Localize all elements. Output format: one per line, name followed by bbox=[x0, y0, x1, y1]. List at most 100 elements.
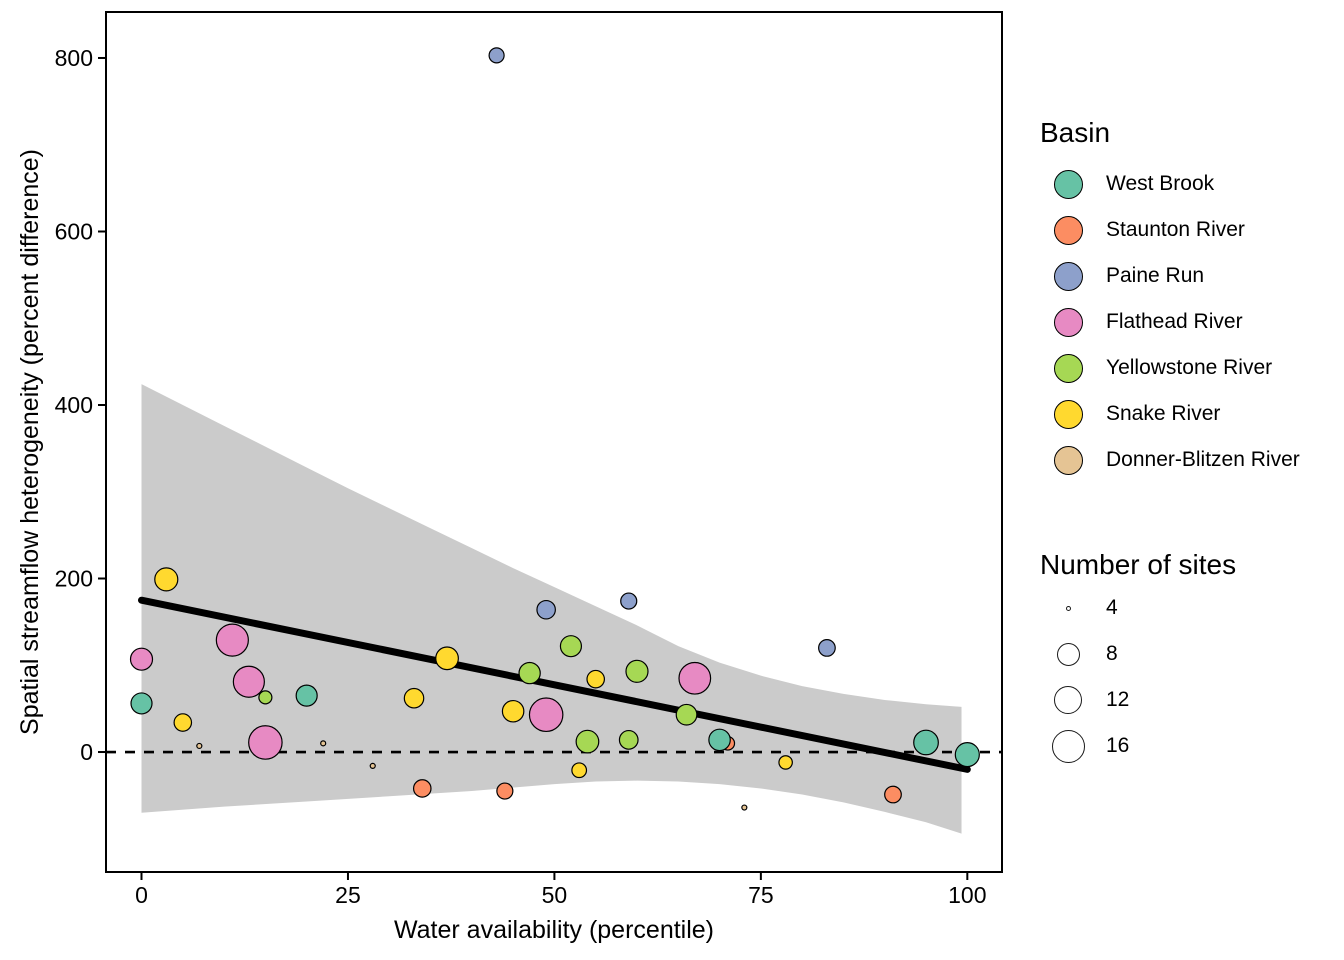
data-point bbox=[412, 779, 432, 798]
data-point bbox=[248, 725, 283, 760]
sites-label: 16 bbox=[1106, 734, 1130, 757]
data-point bbox=[618, 729, 639, 750]
legend-item-flathead-river: Flathead River bbox=[1040, 299, 1340, 345]
basin-swatch-icon bbox=[1053, 169, 1083, 199]
data-point bbox=[884, 785, 902, 804]
data-point bbox=[620, 592, 638, 610]
legend-key bbox=[1040, 642, 1096, 666]
data-point bbox=[129, 647, 154, 671]
data-point bbox=[818, 639, 836, 657]
legend-key bbox=[1040, 445, 1096, 475]
data-point bbox=[173, 713, 193, 732]
basin-label: Donner-Blitzen River bbox=[1106, 448, 1300, 471]
y-tick-label: 600 bbox=[55, 218, 93, 244]
regression-line bbox=[138, 596, 971, 773]
x-tick-label: 100 bbox=[948, 882, 986, 908]
data-point bbox=[708, 728, 731, 752]
data-point bbox=[778, 755, 793, 770]
basin-swatch-icon bbox=[1053, 215, 1083, 245]
x-axis-title: Water availability (percentile) bbox=[394, 916, 714, 944]
sites-label: 8 bbox=[1106, 642, 1118, 665]
data-point bbox=[496, 782, 514, 800]
basin-swatch-icon bbox=[1053, 445, 1083, 475]
data-point bbox=[320, 740, 327, 747]
data-point bbox=[518, 661, 541, 685]
legend-key bbox=[1040, 605, 1096, 611]
legend-item-sites-4: 4 bbox=[1040, 585, 1340, 631]
data-point bbox=[675, 703, 698, 726]
data-point bbox=[571, 762, 588, 779]
data-point bbox=[196, 742, 203, 750]
basin-label: Paine Run bbox=[1106, 264, 1205, 287]
data-point bbox=[130, 692, 153, 715]
data-point bbox=[586, 669, 606, 689]
y-tick-label: 0 bbox=[80, 739, 93, 765]
data-point bbox=[215, 623, 249, 657]
data-point bbox=[625, 659, 649, 683]
y-tick-label: 400 bbox=[55, 392, 93, 418]
data-point bbox=[258, 690, 273, 705]
legend-item-sites-8: 8 bbox=[1040, 631, 1340, 677]
data-point bbox=[488, 47, 505, 64]
sites-label: 4 bbox=[1106, 596, 1118, 619]
basin-swatch-icon bbox=[1053, 261, 1083, 291]
sites-legend-rows: 4 8 12 16 bbox=[1040, 585, 1340, 769]
data-point bbox=[678, 661, 712, 695]
data-point bbox=[501, 699, 525, 723]
size-circle-icon bbox=[1056, 642, 1080, 666]
data-point bbox=[295, 684, 318, 707]
data-point bbox=[575, 729, 600, 754]
legend-key bbox=[1040, 729, 1096, 763]
basin-legend-rows: West Brook Staunton River Paine Run Flat… bbox=[1040, 161, 1340, 483]
x-tick-label: 50 bbox=[542, 882, 568, 908]
legend-key bbox=[1040, 261, 1096, 291]
basin-swatch-icon bbox=[1053, 307, 1083, 337]
basin-label: West Brook bbox=[1106, 172, 1215, 195]
data-point bbox=[559, 635, 583, 658]
legend-item-donner-blitzen-river: Donner-Blitzen River bbox=[1040, 437, 1340, 483]
basin-legend: Basin West Brook Staunton River Paine Ru… bbox=[1040, 116, 1340, 483]
legend-item-staunton-river: Staunton River bbox=[1040, 207, 1340, 253]
legend-item-sites-16: 16 bbox=[1040, 723, 1340, 769]
legend-key bbox=[1040, 307, 1096, 337]
legend-key bbox=[1040, 353, 1096, 383]
size-circle-icon bbox=[1051, 729, 1085, 763]
data-point bbox=[403, 687, 425, 709]
data-point bbox=[528, 697, 564, 733]
legend-key bbox=[1040, 215, 1096, 245]
data-point bbox=[954, 742, 980, 768]
size-circle-icon bbox=[1065, 605, 1071, 611]
legend-key bbox=[1040, 399, 1096, 429]
basin-label: Flathead River bbox=[1106, 310, 1243, 333]
data-point bbox=[154, 567, 179, 592]
basin-label: Staunton River bbox=[1106, 218, 1245, 241]
legend-item-yellowstone-river: Yellowstone River bbox=[1040, 345, 1340, 391]
basin-label: Yellowstone River bbox=[1106, 356, 1273, 379]
legend-key bbox=[1040, 686, 1096, 714]
legend-item-paine-run: Paine Run bbox=[1040, 253, 1340, 299]
plot-area: 0 25 50 75 100 0 200 400 600 800 Water availabilit… bbox=[16, 11, 1003, 944]
sites-legend-title: Number of sites bbox=[1040, 549, 1237, 580]
legend-key bbox=[1040, 169, 1096, 199]
data-point bbox=[369, 762, 376, 769]
number-of-sites-legend: Number of sites 4 8 12 16 bbox=[1040, 548, 1340, 769]
x-tick-label: 0 bbox=[135, 882, 148, 908]
data-point bbox=[435, 646, 459, 671]
legend-item-snake-river: Snake River bbox=[1040, 391, 1340, 437]
sites-label: 12 bbox=[1106, 688, 1130, 711]
data-point bbox=[536, 599, 556, 620]
data-point bbox=[741, 804, 748, 811]
x-tick-label: 25 bbox=[335, 882, 361, 908]
y-axis-title: Spatial streamflow heterogeneity (percen… bbox=[16, 149, 44, 735]
x-tick-label: 75 bbox=[748, 882, 774, 908]
data-point bbox=[913, 729, 939, 756]
legend-item-sites-12: 12 bbox=[1040, 677, 1340, 723]
y-tick-label: 800 bbox=[55, 45, 93, 71]
basin-label: Snake River bbox=[1106, 402, 1221, 425]
legend-item-west-brook: West Brook bbox=[1040, 161, 1340, 207]
data-point bbox=[232, 665, 265, 698]
size-circle-icon bbox=[1054, 686, 1082, 714]
basin-swatch-icon bbox=[1053, 399, 1083, 429]
y-tick-label: 200 bbox=[55, 566, 93, 592]
